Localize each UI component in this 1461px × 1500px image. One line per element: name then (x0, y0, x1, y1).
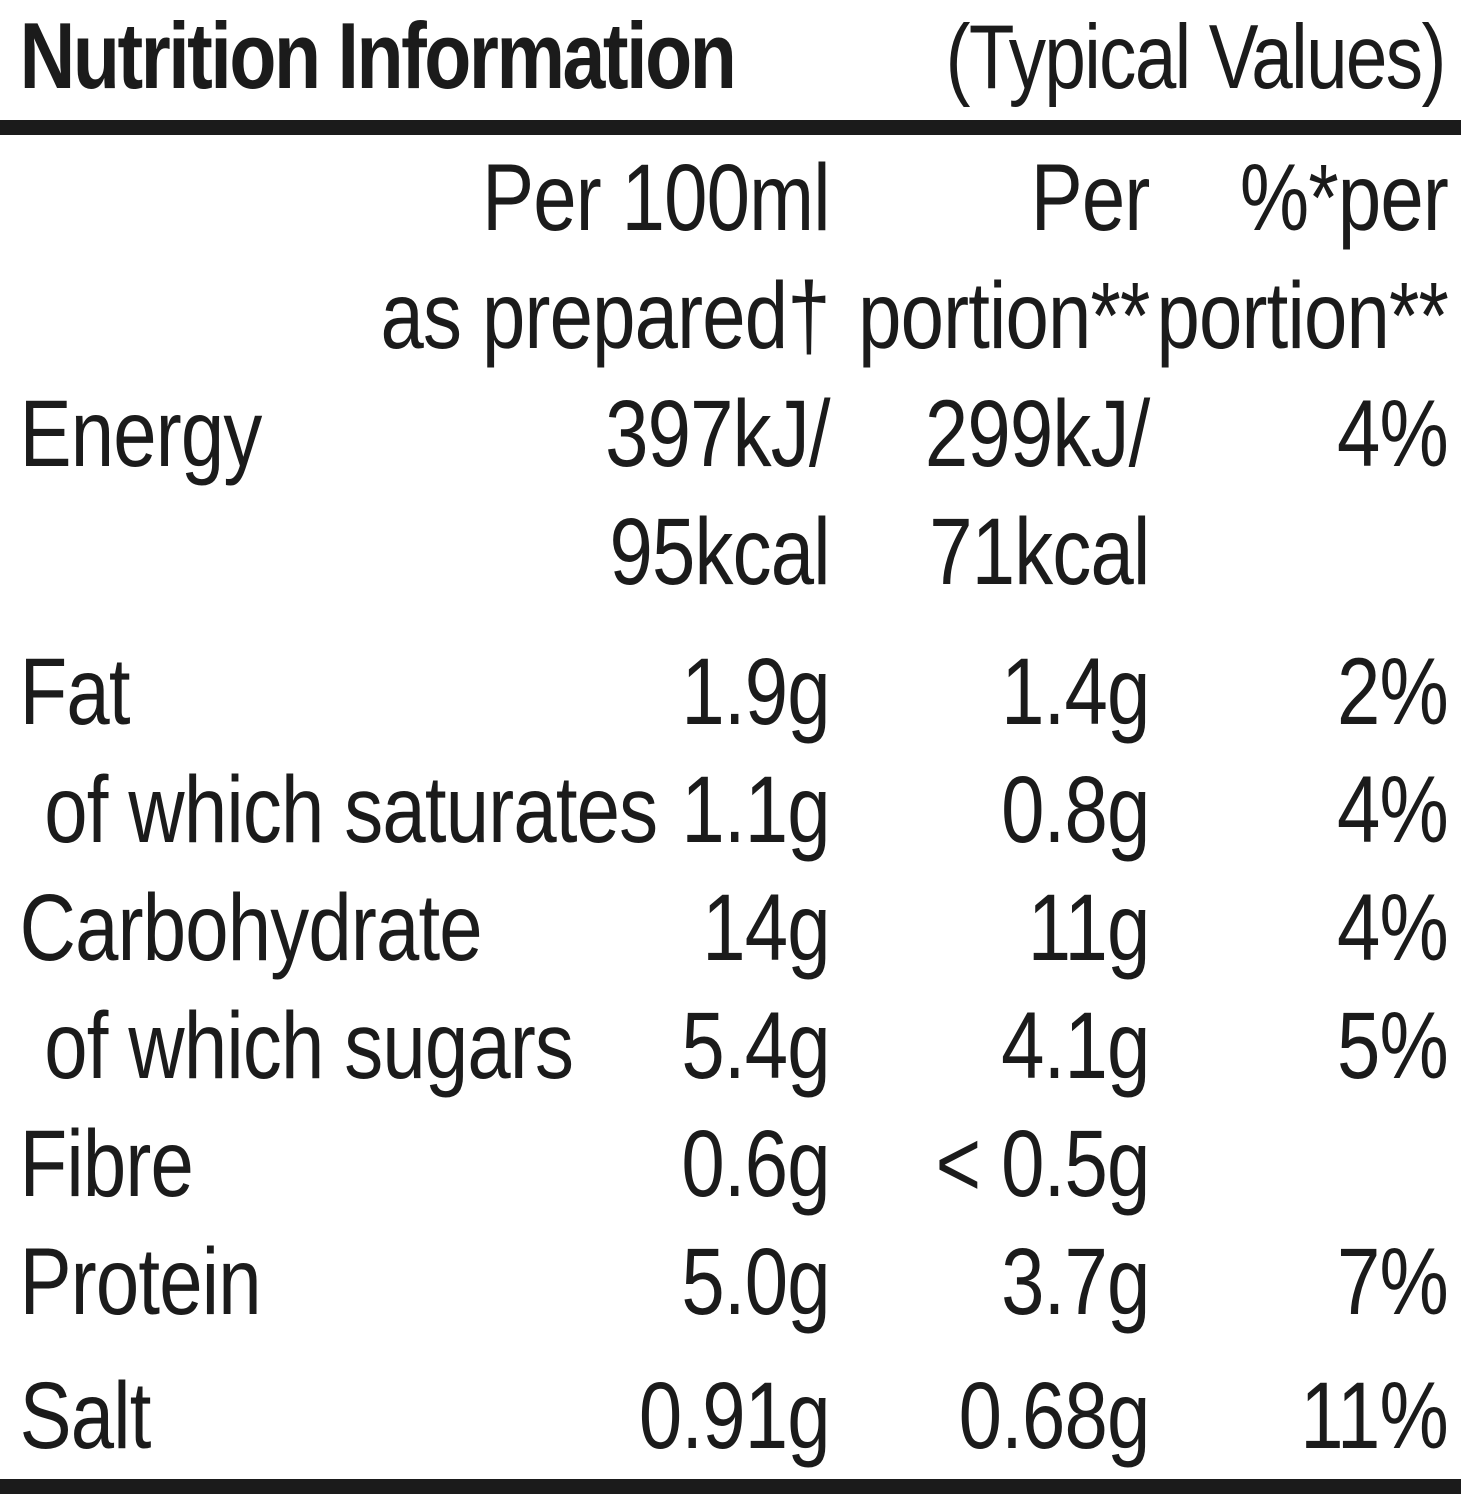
bottom-divider (0, 1479, 1461, 1495)
header-line: Per (1030, 145, 1151, 252)
nutrient-label: Energy (19, 381, 263, 488)
column-header-percent-per-portion: %*per portion** (1156, 139, 1449, 375)
per-100ml-value: 397kJ/ 95kcal (605, 375, 830, 611)
column-headers-row: Per 100ml as prepared† Per portion** %*p… (0, 139, 1461, 375)
nutrient-label: Fat (19, 639, 131, 746)
per-100ml-value: 5.4g (681, 993, 830, 1100)
percent-value: 5% (1337, 993, 1449, 1100)
per-portion-value: 11g (1027, 875, 1151, 982)
per-100ml-value: 1.1g (681, 757, 830, 864)
nutrient-label: of which saturates (44, 757, 658, 864)
table-row-fibre: Fibre 0.6g < 0.5g (0, 1105, 1461, 1223)
per-portion-value: 0.68g (958, 1363, 1151, 1470)
table-row-salt: Salt 0.91g 0.68g 11% (0, 1357, 1461, 1475)
value-line: 299kJ/ (924, 381, 1150, 488)
per-portion-value: 299kJ/ 71kcal (925, 375, 1150, 611)
table-row-fat: Fat 1.9g 1.4g 2% (0, 633, 1461, 751)
per-100ml-value: 5.0g (681, 1229, 830, 1336)
table-row-carbohydrate: Carbohydrate 14g 11g 4% (0, 869, 1461, 987)
percent-value: 4% (1337, 381, 1449, 488)
per-portion-value: 3.7g (1001, 1229, 1150, 1336)
per-100ml-value: 14g (702, 875, 830, 982)
percent-value: 11% (1300, 1363, 1448, 1470)
per-portion-value: < 0.5g (935, 1111, 1151, 1218)
header-line: Per 100ml (482, 145, 830, 252)
value-line: 71kcal (929, 499, 1150, 606)
per-100ml-value: 0.6g (681, 1111, 830, 1218)
value-line: 95kcal (609, 499, 831, 606)
top-divider (0, 120, 1461, 136)
column-header-per-100ml: Per 100ml as prepared† (380, 139, 831, 375)
title-qualifier: (Typical Values) (945, 7, 1447, 108)
nutrient-label: Salt (19, 1363, 152, 1470)
column-header-per-portion: Per portion** (858, 139, 1151, 375)
per-portion-value: 1.4g (1001, 639, 1150, 746)
page-title: Nutrition Information (19, 3, 737, 108)
per-100ml-value: 0.91g (638, 1363, 831, 1470)
nutrient-label: Fibre (19, 1111, 194, 1218)
nutrient-label: Protein (19, 1229, 262, 1336)
header-line: %*per (1239, 145, 1449, 252)
table-row-energy: Energy 397kJ/ 95kcal 299kJ/ 71kcal 4% (0, 375, 1461, 611)
header-line: portion** (1156, 263, 1449, 370)
percent-value: 4% (1337, 757, 1449, 864)
value-line: 397kJ/ (605, 381, 830, 488)
per-portion-value: 4.1g (1001, 993, 1150, 1100)
table-row-saturates: of which saturates 1.1g 0.8g 4% (0, 751, 1461, 869)
per-100ml-value: 1.9g (681, 639, 830, 746)
label-header: Nutrition Information (Typical Values) (0, 0, 1461, 106)
percent-value: 2% (1337, 639, 1449, 746)
nutrient-label: Carbohydrate (19, 875, 483, 982)
per-portion-value: 0.8g (1001, 757, 1150, 864)
percent-value: 7% (1337, 1229, 1449, 1336)
nutrient-label: of which sugars (44, 993, 574, 1100)
header-line: as prepared† (380, 263, 831, 370)
table-row-sugars: of which sugars 5.4g 4.1g 5% (0, 987, 1461, 1105)
percent-value: 4% (1337, 875, 1449, 982)
header-line: portion** (858, 263, 1150, 370)
table-row-protein: Protein 5.0g 3.7g 7% (0, 1223, 1461, 1341)
nutrition-table: Per 100ml as prepared† Per portion** %*p… (0, 135, 1461, 1475)
